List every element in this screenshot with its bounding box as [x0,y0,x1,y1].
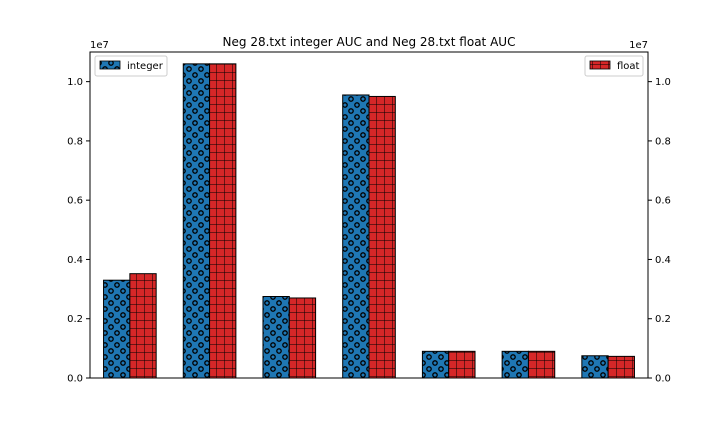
legend-float: float [584,55,644,77]
y-right-tick-label: 1.0 [655,77,671,88]
bar-float-1 [129,273,157,379]
y-axis-right-ticks: 0.0 0.2 0.4 0.6 0.8 1.0 [648,77,671,385]
plot-frame [89,51,649,379]
legend-integer: integer [94,55,168,77]
bar-integer-5 [421,350,450,379]
bar-float-6 [527,350,556,379]
bar-float-5 [448,350,476,379]
y-left-tick-label: 0.0 [67,374,83,385]
y-left-tick-label: 0.2 [67,314,83,325]
y-left-tick-label: 1.0 [67,77,83,88]
y-right-tick-label: 0.0 [655,374,671,385]
y-left-tick-label: 0.4 [67,255,83,266]
bar-integer-1 [103,279,131,379]
bar-float-7 [607,355,635,379]
bar-integer-2 [182,63,211,379]
legend-integer-label: integer [127,61,164,72]
bar-float-2 [209,63,237,379]
y-right-tick-label: 0.8 [655,136,671,147]
y-axis-left-ticks: 0.0 0.2 0.4 0.6 0.8 1.0 [67,77,90,385]
bar-integer-6 [501,350,529,379]
y-axis-left-offset-label: 1e7 [90,40,109,51]
y-left-tick-label: 0.6 [67,196,83,207]
chart-title: Neg 28.txt integer AUC and Neg 28.txt fl… [223,35,516,49]
legend-float-label: float [617,61,640,72]
bar-integer-3 [262,296,290,379]
legend-float-swatch [589,60,611,70]
y-right-tick-label: 0.2 [655,314,671,325]
bar-float-3 [288,297,317,379]
y-right-tick-label: 0.6 [655,196,671,207]
y-axis-right-offset-label: 1e7 [629,40,648,51]
bars-layer [103,63,635,379]
y-left-tick-label: 0.8 [67,136,83,147]
bar-integer-7 [581,355,609,379]
bar-float-4 [368,95,396,379]
legend-integer-swatch [99,60,121,70]
y-right-tick-label: 0.4 [655,255,671,266]
bar-integer-4 [342,94,370,379]
